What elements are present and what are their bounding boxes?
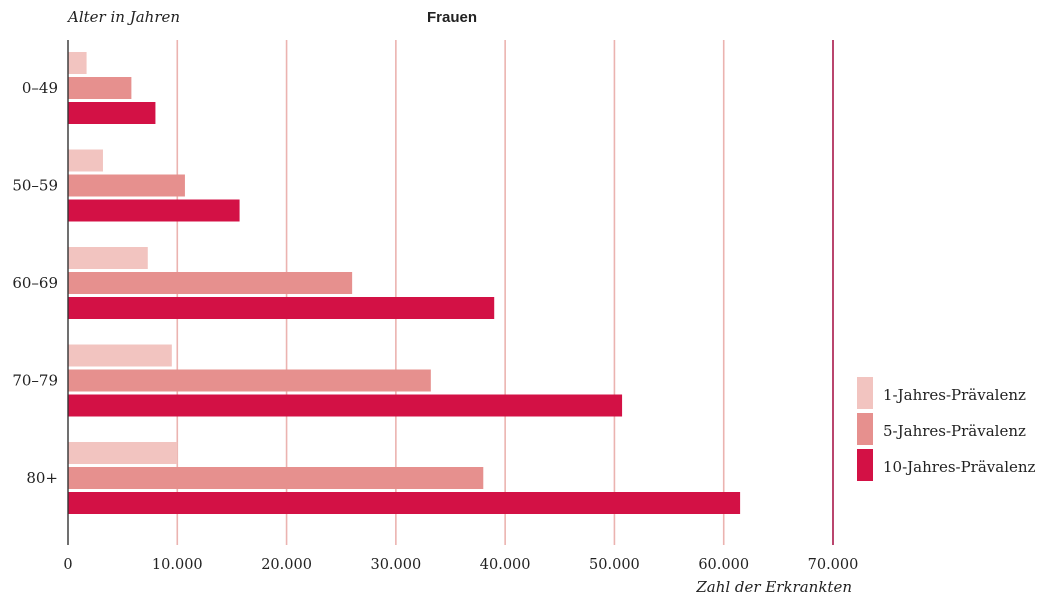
bar-2-5 [68,467,484,489]
category-label: 50–59 [12,177,58,195]
bars [68,52,741,514]
x-tick-label: 0 [63,557,72,573]
bar-1-4 [68,344,172,367]
axes: 0–49 50–59 60–69 70–79 80+ 0 10.000 20.000 30.00… [12,40,858,573]
category-label: 70–79 [12,372,58,390]
legend-swatch [857,413,873,445]
bar-1-3 [68,247,148,269]
x-tick-label: 70.000 [808,557,859,573]
legend-label: 1-Jahres-Prävalenz [883,386,1026,404]
x-tick-label: 60.000 [698,557,749,573]
bar-2-3 [68,272,353,294]
bar-1-5 [68,442,178,464]
x-tick-label: 30.000 [370,557,421,573]
legend-swatch [857,449,873,481]
y-axis-label: Alter in Jahren [66,8,180,26]
bar-3-3 [68,297,495,319]
bar-3-2 [68,199,240,222]
category-label: 0–49 [22,79,58,97]
x-tick-label: 10.000 [152,557,203,573]
bar-2-2 [68,174,185,197]
legend-swatch [857,377,873,409]
bar-2-1 [68,77,132,99]
bar-3-4 [68,394,623,417]
labels: Alter in Jahren Frauen Zahl der Erkrankt… [66,8,852,596]
bar-2-4 [68,369,431,392]
bar-1-1 [68,52,87,74]
x-axis-label: Zahl der Erkrankten [695,578,852,596]
bar-3-1 [68,102,156,124]
bar-1-2 [68,149,103,172]
bar-3-5 [68,492,741,514]
gridlines [176,40,834,545]
legend-label: 10-Jahres-Prävalenz [883,458,1036,476]
legend: 1-Jahres-Prävalenz 5-Jahres-Prävalenz 10-J… [857,377,1036,481]
category-label: 80+ [26,469,58,487]
category-label: 60–69 [12,274,58,292]
chart-title: Frauen [427,9,477,26]
x-tick-label: 50.000 [589,557,640,573]
x-tick-label: 20.000 [261,557,312,573]
x-tick-label: 40.000 [480,557,531,573]
legend-label: 5-Jahres-Prävalenz [883,422,1026,440]
